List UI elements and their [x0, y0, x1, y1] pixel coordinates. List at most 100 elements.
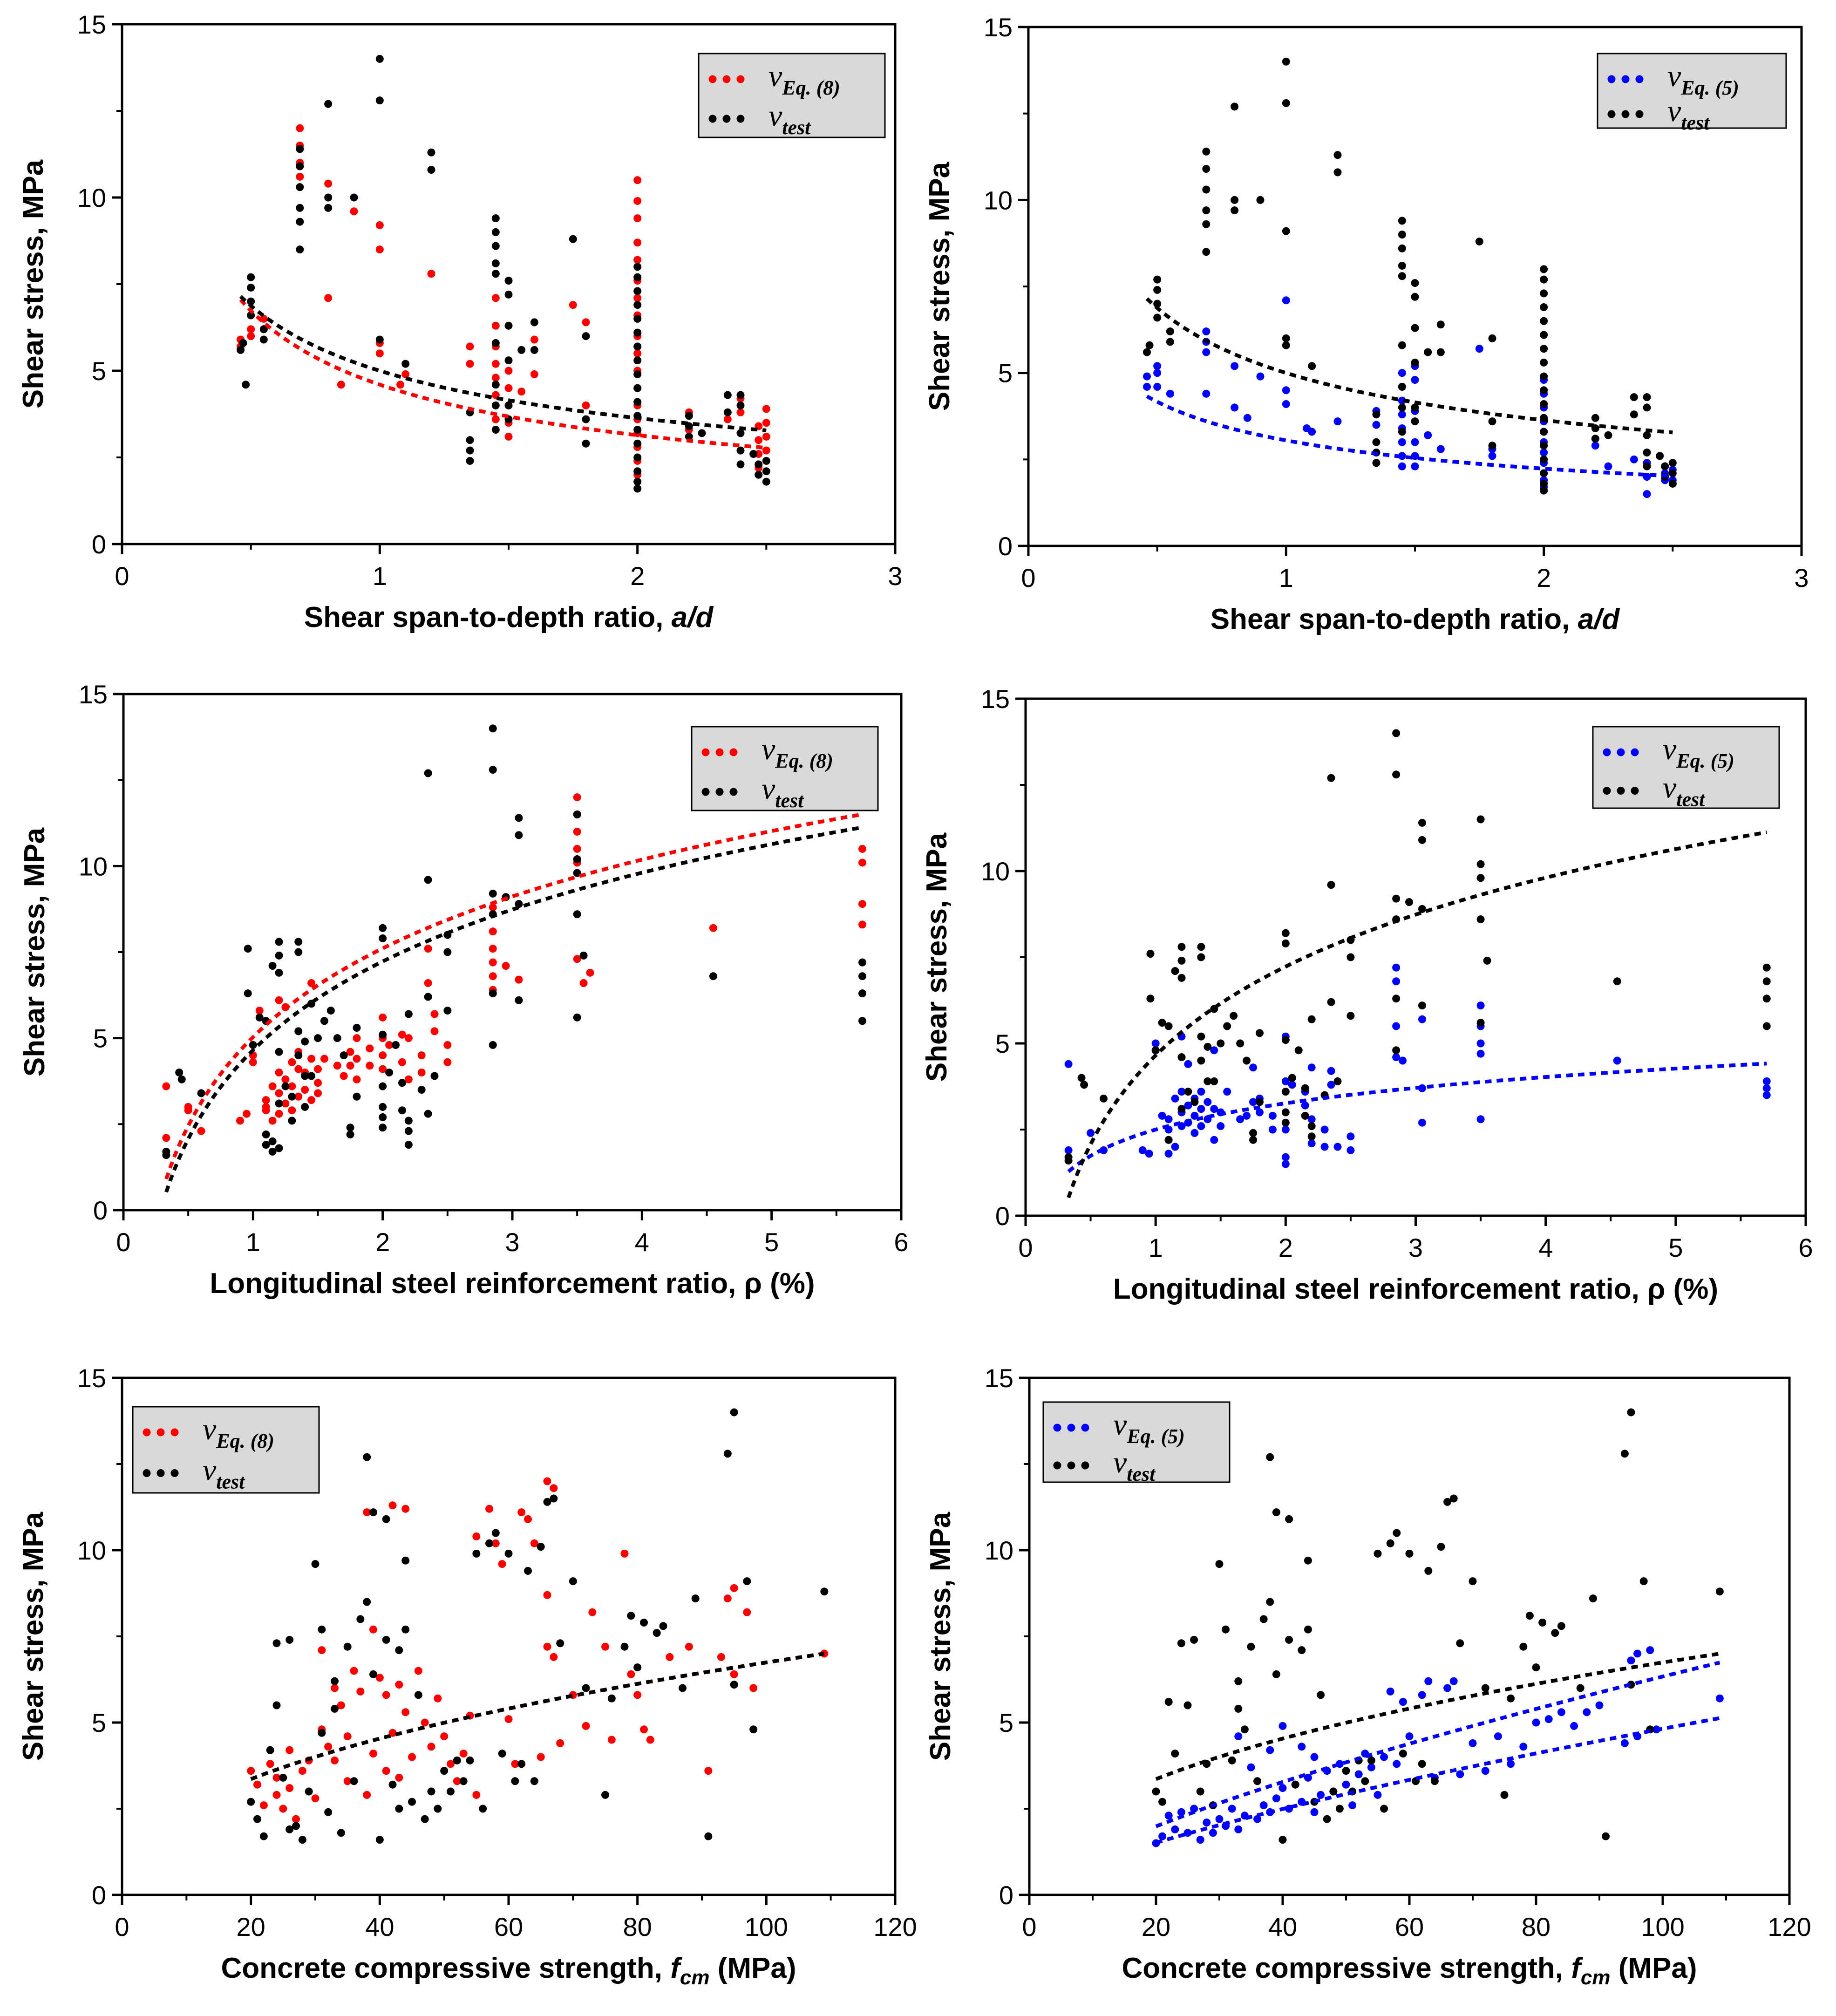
model-point: [398, 1058, 406, 1066]
model-point: [633, 176, 642, 184]
test-point: [755, 470, 763, 479]
test-point: [1656, 452, 1664, 460]
y-axis-title: Shear stress, MPa: [17, 1512, 49, 1761]
test-point: [294, 948, 303, 956]
test-point: [404, 1141, 413, 1149]
test-point: [1643, 448, 1651, 456]
test-point: [1190, 1635, 1198, 1644]
test-point: [369, 1508, 377, 1517]
x-tick-label: 0: [1022, 1912, 1036, 1941]
model-point: [262, 1106, 270, 1115]
model-point: [1282, 400, 1290, 409]
test-point: [324, 1808, 333, 1816]
model-point: [762, 419, 770, 427]
test-point: [491, 339, 500, 347]
x-tick-label: 5: [1668, 1233, 1683, 1262]
model-point: [1197, 1105, 1205, 1113]
test-point: [530, 346, 538, 354]
test-point: [1540, 469, 1548, 477]
test-point: [749, 450, 758, 458]
test-point: [709, 972, 717, 981]
legend-marker: [1053, 1461, 1061, 1470]
test-point: [353, 1092, 361, 1101]
model-point: [1424, 431, 1432, 439]
legend-marker: [170, 1469, 179, 1477]
model-point: [247, 332, 255, 341]
model-point: [588, 1608, 597, 1616]
model-point: [504, 432, 513, 441]
legend-marker: [170, 1428, 179, 1437]
test-point: [401, 1625, 410, 1634]
legend-marker: [722, 75, 731, 83]
test-point: [1197, 1032, 1205, 1041]
test-point: [382, 1635, 390, 1644]
test-point: [489, 766, 497, 774]
test-point: [1177, 1639, 1185, 1648]
test-point: [385, 1069, 394, 1077]
test-point: [1333, 168, 1342, 177]
legend-marker: [1621, 110, 1630, 118]
x-tick-label: 100: [1641, 1912, 1684, 1941]
model-point: [404, 1034, 413, 1042]
x-tick-label: 80: [623, 1912, 652, 1941]
test-point: [633, 287, 642, 295]
test-point: [1240, 1725, 1249, 1734]
legend-marker: [156, 1469, 165, 1477]
test-point: [1398, 261, 1406, 270]
model-point: [1087, 1129, 1095, 1137]
test-point: [1372, 438, 1380, 446]
model-point: [1570, 1722, 1578, 1730]
model-point: [318, 1646, 326, 1655]
model-point: [1399, 1056, 1407, 1065]
legend-box: [698, 53, 886, 138]
model-point: [247, 1767, 255, 1775]
test-point: [1443, 1498, 1452, 1506]
test-point: [633, 484, 642, 493]
test-point: [247, 297, 255, 306]
legend-marker: [1631, 748, 1639, 756]
model-point: [414, 1667, 422, 1675]
test-point: [1639, 1577, 1648, 1586]
legend: vEq. (8)vtest: [132, 1406, 320, 1494]
test-point: [1222, 1625, 1230, 1634]
test-point: [1146, 994, 1155, 1003]
x-axis-title: Concrete compressive strength, fcm (MPa): [221, 1952, 796, 1989]
model-point: [1138, 1146, 1147, 1154]
test-point: [244, 945, 252, 953]
test-point: [491, 242, 500, 250]
test-point: [1333, 1077, 1342, 1085]
legend-marker: [1635, 110, 1644, 118]
test-point: [350, 193, 358, 202]
x-tick-label: 1: [1279, 563, 1293, 593]
test-point: [685, 412, 693, 420]
test-point: [491, 270, 500, 278]
legend-label: vtest: [1113, 1445, 1156, 1485]
test-point: [311, 1560, 320, 1568]
test-point: [1301, 1084, 1309, 1092]
x-tick-label: 0: [115, 561, 129, 591]
chart-panel-5: 0 20 40 60 80 100 120 0 5 10 15 Concrete compressiv…: [17, 1363, 917, 1989]
model-point: [1281, 1125, 1290, 1134]
test-point: [1236, 1039, 1244, 1048]
test-point: [1668, 469, 1677, 477]
model-point: [1307, 1115, 1316, 1124]
model-point: [259, 1801, 268, 1810]
test-point: [253, 1815, 261, 1823]
test-point: [259, 1832, 268, 1840]
legend-label: vtest: [762, 772, 804, 812]
test-point: [281, 1082, 290, 1090]
model-point: [515, 975, 523, 984]
legend-label: vEq. (8): [203, 1412, 274, 1452]
model-point: [1202, 389, 1210, 398]
model-point: [1210, 1105, 1218, 1113]
model-point: [395, 1681, 403, 1689]
model-point: [1151, 1039, 1160, 1048]
test-point: [543, 1498, 551, 1506]
model-point: [489, 945, 497, 953]
model-point: [453, 1777, 461, 1785]
model-point: [1392, 977, 1401, 986]
test-point: [1540, 455, 1548, 463]
y-tick-label: 0: [998, 531, 1013, 561]
test-point: [1418, 1760, 1426, 1768]
model-point: [1398, 369, 1406, 377]
